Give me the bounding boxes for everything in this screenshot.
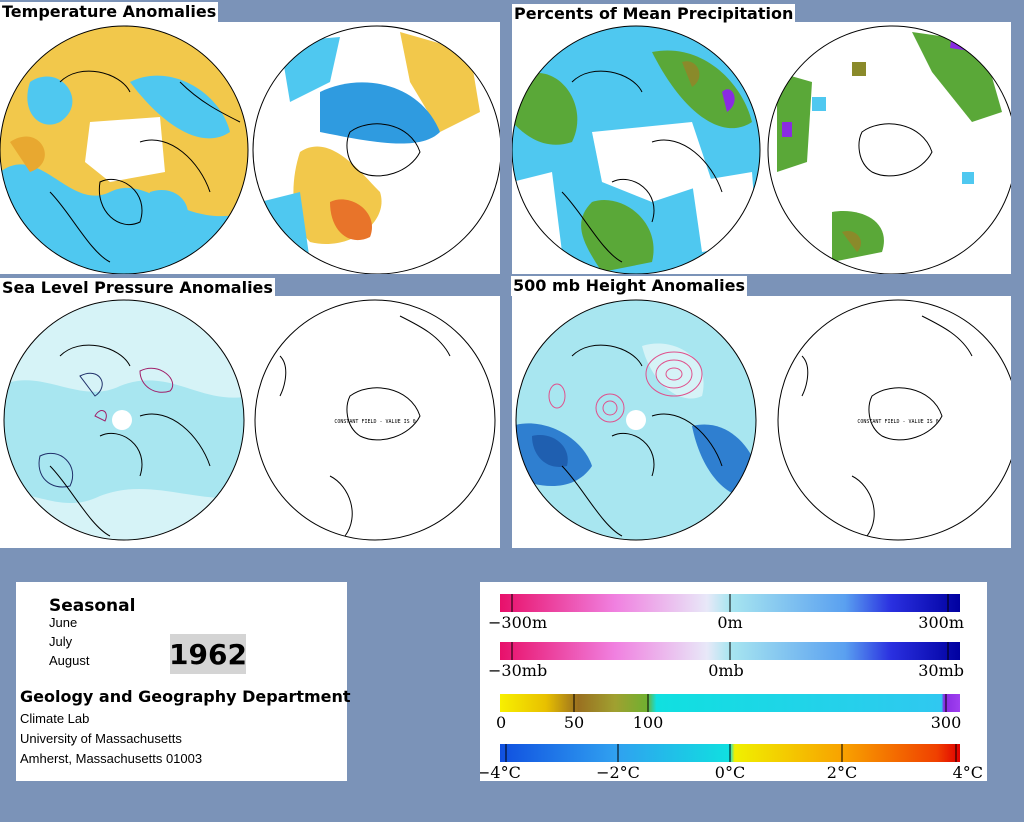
month-june: June: [49, 615, 78, 630]
precipitation-panel: [512, 22, 1011, 274]
year-display: 1962: [169, 634, 247, 674]
temperature-panel: [0, 22, 500, 274]
precip-color-bar: [500, 694, 960, 712]
northern-hemisphere-pressure-map: [4, 300, 244, 540]
seasonal-heading: Seasonal: [49, 596, 136, 616]
northern-hemisphere-height-map: [516, 300, 756, 540]
temp-label-minus2: −2°C: [596, 763, 640, 781]
southern-hemisphere-height-map: CONSTANT FIELD - VALUE IS 0: [777, 299, 1011, 541]
temp-label-2: 2°C: [827, 763, 857, 781]
precipitation-maps: [512, 25, 1011, 274]
temp-label-minus4: −4°C: [480, 763, 521, 781]
height-max-label: 300m: [918, 613, 964, 632]
precip-label-100: 100: [633, 713, 664, 732]
height-min-label: −300m: [488, 613, 547, 632]
pressure-maps: CONSTANT FIELD - VALUE IS 0: [3, 299, 496, 541]
southern-hemisphere-pressure-map: CONSTANT FIELD - VALUE IS 0: [254, 299, 496, 541]
month-august: August: [49, 653, 90, 668]
southern-hemisphere-precip-map: [768, 26, 1011, 274]
info-box: Seasonal June July August Geology and Ge…: [16, 582, 351, 781]
height-maps: CONSTANT FIELD - VALUE IS 0: [515, 299, 1011, 541]
color-scales: −300m 0m 300m −30mb 0mb 30mb 0 50 100 30…: [480, 594, 983, 781]
temp-label-4: 4°C: [953, 763, 983, 781]
month-july: July: [49, 634, 73, 649]
pressure-mid-label: 0mb: [708, 661, 744, 680]
pressure-constant-note: CONSTANT FIELD - VALUE IS 0: [334, 419, 415, 425]
precip-label-0: 0: [496, 713, 506, 732]
pressure-max-label: 30mb: [918, 661, 964, 680]
precipitation-title: Percents of Mean Precipitation: [512, 4, 796, 24]
height-mid-label: 0m: [717, 613, 742, 632]
department-name: Geology and Geography Department: [20, 687, 351, 706]
pressure-title: Sea Level Pressure Anomalies: [0, 278, 275, 298]
height-title: 500 mb Height Anomalies: [511, 276, 748, 296]
university: University of Massachusetts: [20, 731, 182, 746]
southern-hemisphere-temp-map: [253, 26, 500, 274]
temp-label-0: 0°C: [715, 763, 745, 781]
temperature-title: Temperature Anomalies: [0, 2, 219, 22]
height-panel: CONSTANT FIELD - VALUE IS 0: [512, 296, 1011, 548]
precip-label-50: 50: [564, 713, 584, 732]
northern-hemisphere-temp-map: [0, 26, 248, 274]
precip-label-300: 300: [931, 713, 962, 732]
temperature-maps: [0, 25, 500, 274]
pressure-panel: CONSTANT FIELD - VALUE IS 0: [0, 296, 500, 548]
address: Amherst, Massachusetts 01003: [20, 751, 203, 766]
legend-box: −300m 0m 300m −30mb 0mb 30mb 0 50 100 30…: [480, 582, 987, 781]
height-constant-note: CONSTANT FIELD - VALUE IS 0: [857, 419, 938, 425]
climate-lab: Climate Lab: [20, 711, 90, 726]
pressure-min-label: −30mb: [488, 661, 547, 680]
